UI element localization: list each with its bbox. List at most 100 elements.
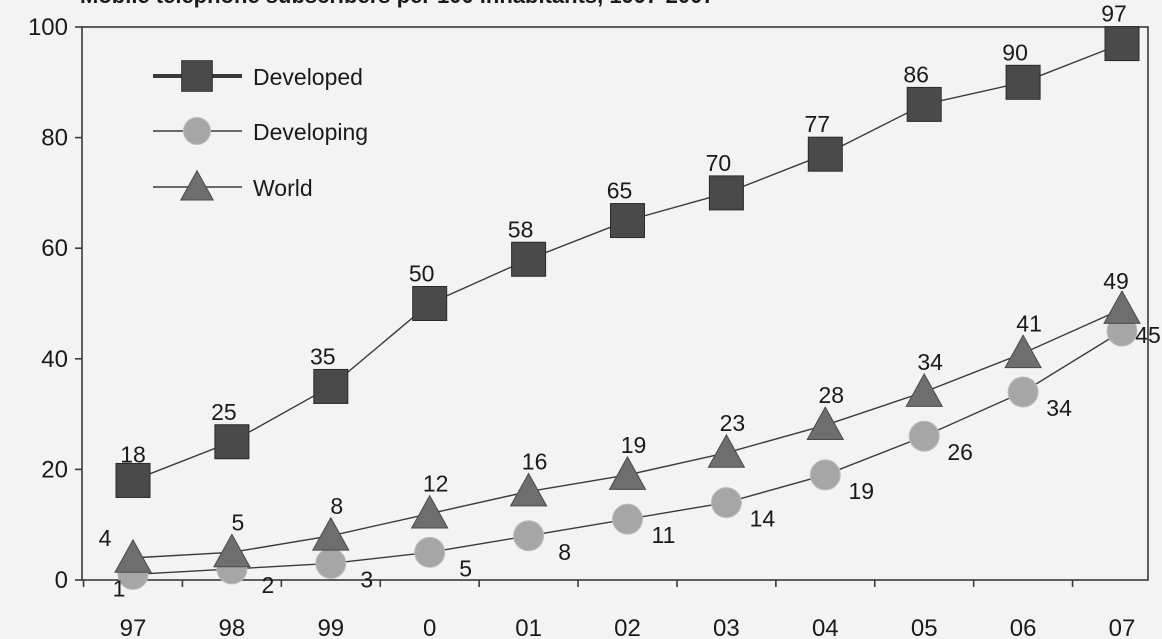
marker-triangle bbox=[806, 406, 845, 441]
marker-triangle bbox=[509, 472, 548, 507]
data-label: 8 bbox=[558, 539, 571, 565]
legend-item-developing: Developing bbox=[153, 117, 368, 145]
data-label: 14 bbox=[750, 506, 776, 532]
x-tick-label: 02 bbox=[614, 615, 641, 639]
marker-triangle bbox=[1103, 290, 1141, 324]
data-label: 49 bbox=[1103, 268, 1129, 294]
x-tick-label: 01 bbox=[515, 615, 542, 639]
data-label: 45 bbox=[1135, 322, 1161, 348]
data-label: 19 bbox=[849, 478, 875, 504]
data-label: 19 bbox=[621, 432, 647, 458]
marker-triangle bbox=[311, 516, 350, 551]
data-label: 2 bbox=[262, 572, 275, 598]
x-tick-label: 07 bbox=[1109, 615, 1136, 639]
data-label: 65 bbox=[607, 178, 633, 204]
x-tick-label: 04 bbox=[812, 615, 839, 639]
data-label: 50 bbox=[409, 261, 435, 287]
series-developed bbox=[115, 26, 1140, 498]
marker-triangle bbox=[114, 538, 152, 573]
data-label: 23 bbox=[720, 410, 746, 436]
marker-circle bbox=[183, 117, 211, 145]
data-label: 16 bbox=[522, 449, 548, 475]
data-label: 11 bbox=[652, 522, 676, 548]
data-label: 5 bbox=[232, 509, 245, 535]
marker-triangle bbox=[608, 455, 647, 490]
marker-circle bbox=[908, 420, 940, 452]
marker-circle bbox=[710, 487, 742, 519]
legend-item-world: World bbox=[153, 169, 313, 201]
axes: 0 20 40 60 80 100 97 98 99 0 01 02 03 04 05 06 07 bbox=[28, 14, 1149, 639]
marker-triangle bbox=[905, 372, 944, 407]
marker-triangle bbox=[179, 169, 215, 201]
marker-square bbox=[214, 424, 250, 460]
marker-triangle bbox=[410, 494, 449, 529]
x-tick-label: 03 bbox=[713, 615, 740, 639]
data-label: 34 bbox=[917, 349, 943, 375]
y-tick-label: 20 bbox=[41, 456, 68, 483]
marker-square bbox=[1005, 64, 1041, 100]
marker-circle bbox=[612, 503, 643, 535]
y-tick-label: 60 bbox=[41, 235, 68, 262]
marker-triangle bbox=[1004, 334, 1042, 369]
marker-triangle bbox=[213, 533, 251, 568]
series-line bbox=[132, 42, 1123, 482]
marker-square bbox=[115, 462, 151, 498]
marker-square bbox=[313, 368, 349, 404]
marker-square bbox=[1104, 26, 1140, 62]
x-tick-label: 98 bbox=[219, 615, 246, 639]
x-tick-label: 0 bbox=[423, 615, 436, 639]
legend-label: World bbox=[253, 175, 313, 201]
marker-circle bbox=[513, 520, 545, 552]
marker-square bbox=[181, 60, 213, 92]
data-label: 3 bbox=[360, 566, 373, 592]
marker-square bbox=[511, 241, 547, 277]
marker-square bbox=[610, 203, 645, 239]
marker-circle bbox=[1007, 376, 1039, 408]
data-label: 34 bbox=[1046, 395, 1072, 421]
series-layer bbox=[114, 26, 1141, 590]
y-tick-label: 0 bbox=[55, 567, 68, 594]
data-label: 28 bbox=[819, 382, 845, 408]
y-tick-label: 40 bbox=[41, 346, 68, 373]
data-label: 5 bbox=[459, 555, 472, 581]
x-tick-label: 97 bbox=[120, 615, 147, 639]
data-label: 8 bbox=[330, 493, 343, 519]
chart-title: Mobile telephone subscribers per 100 inh… bbox=[80, 0, 715, 8]
marker-circle bbox=[315, 547, 347, 579]
data-label: 70 bbox=[706, 150, 732, 176]
x-tick-label: 06 bbox=[1010, 615, 1037, 639]
y-tick-label: 80 bbox=[41, 125, 68, 152]
marker-square bbox=[412, 286, 448, 321]
x-tick-label: 99 bbox=[317, 615, 344, 639]
data-label: 58 bbox=[508, 216, 534, 242]
marker-square bbox=[807, 136, 843, 172]
y-tick-label: 100 bbox=[28, 14, 68, 41]
data-label: 26 bbox=[947, 439, 973, 465]
legend-label: Developing bbox=[253, 119, 368, 145]
data-label: 12 bbox=[423, 471, 449, 497]
marker-square bbox=[906, 86, 942, 122]
data-label: 25 bbox=[211, 399, 237, 425]
marker-triangle bbox=[707, 433, 746, 468]
marker-square bbox=[708, 175, 744, 211]
legend: Developed Developing World bbox=[153, 60, 368, 201]
data-label: 4 bbox=[99, 525, 112, 551]
legend-item-developed: Developed bbox=[153, 60, 363, 92]
data-label: 1 bbox=[113, 575, 126, 601]
legend-label: Developed bbox=[253, 64, 363, 90]
x-tick-label: 05 bbox=[911, 615, 938, 639]
plot-frame bbox=[81, 26, 1149, 581]
marker-circle bbox=[414, 536, 446, 568]
series-world bbox=[114, 290, 1141, 573]
data-label: 18 bbox=[120, 441, 146, 467]
data-label: 35 bbox=[310, 343, 336, 369]
marker-circle bbox=[809, 459, 841, 491]
data-label: 97 bbox=[1101, 1, 1127, 27]
data-label: 41 bbox=[1016, 310, 1042, 336]
data-label: 90 bbox=[1002, 39, 1028, 65]
data-label: 77 bbox=[805, 111, 831, 137]
data-label: 86 bbox=[903, 61, 929, 87]
